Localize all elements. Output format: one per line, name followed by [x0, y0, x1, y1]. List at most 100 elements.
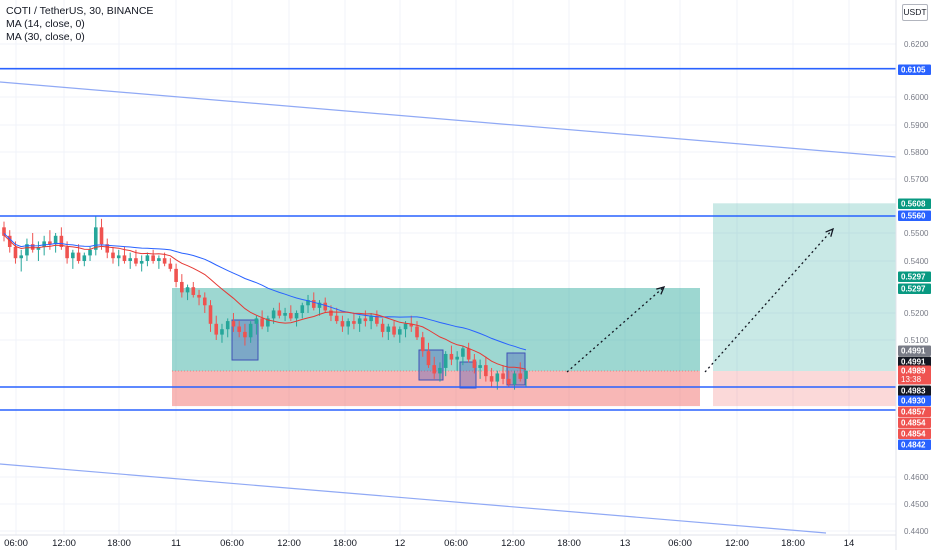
price-label-text: 0.4989 [901, 367, 926, 376]
long-position-1-stop-zone [172, 371, 700, 407]
ma30-line [3, 232, 527, 351]
highlight-box [459, 361, 477, 389]
price-label-text: 0.5608 [901, 200, 926, 209]
candle-body [506, 378, 511, 385]
candle-body [157, 258, 161, 261]
price-label-tag [898, 385, 931, 396]
candle-body [93, 227, 98, 250]
candle-body [128, 258, 132, 261]
price-tick-label: 0.4600 [904, 473, 929, 482]
candle-body [455, 356, 459, 360]
projection-arrow-1 [566, 286, 665, 373]
candle-body [271, 310, 276, 319]
price-label-text: 0.4991 [901, 358, 926, 367]
candle-body [306, 300, 310, 306]
candle-body [82, 255, 87, 261]
candle-body [375, 315, 379, 324]
candle-body [168, 263, 173, 269]
currency-button[interactable]: USDT [902, 4, 928, 21]
candle-body [380, 323, 385, 332]
price-label-tag [898, 271, 931, 282]
projection-arrowhead-1 [656, 286, 666, 295]
candle-body [392, 326, 396, 335]
price-tick-label: 0.5100 [904, 336, 929, 345]
projection-arrowhead-2 [825, 227, 834, 237]
time-tick-label: 12:00 [277, 538, 301, 549]
candle-body [518, 373, 523, 379]
time-tick-label: 14 [844, 538, 855, 549]
candle-body [323, 302, 328, 311]
candle-body [151, 255, 155, 261]
candle-body [363, 318, 368, 322]
candle-body [65, 247, 69, 259]
chart-drawings[interactable] [0, 81, 897, 534]
horizontal-levels[interactable] [0, 67, 896, 411]
price-label-tag [898, 198, 931, 209]
candle-body [36, 247, 41, 250]
price-label-text: 0.4842 [901, 441, 926, 450]
price-tick-label: 0.4400 [904, 527, 929, 536]
price-label-text: 0.4857 [901, 408, 926, 417]
candle-body [202, 297, 207, 306]
candle-body [369, 315, 373, 322]
candle-body [13, 247, 18, 259]
trend-channel-lower-line [0, 463, 827, 534]
candle-body [329, 310, 333, 316]
candle-body [225, 321, 230, 330]
candle-body [185, 287, 190, 293]
candle-body [501, 373, 505, 379]
candle-body [472, 359, 477, 368]
candle-body [346, 321, 350, 327]
candle-body [139, 261, 144, 264]
time-tick-label: 13 [620, 538, 631, 549]
chart-legend: COTI / TetherUS, 30, BINANCE MA (14, clo… [6, 5, 153, 44]
legend-symbol[interactable]: COTI / TetherUS, 30, BINANCE [6, 5, 154, 17]
candle-body [409, 323, 414, 327]
price-label-tag [898, 417, 931, 428]
time-tick-label: 06:00 [668, 538, 692, 549]
candle-body [449, 353, 454, 360]
candle-body [162, 258, 167, 264]
candle-body [300, 305, 305, 313]
candle-body [42, 241, 46, 247]
candle-body [311, 300, 316, 308]
price-tick-label: 0.4500 [904, 500, 929, 509]
price-label-tag [898, 345, 931, 356]
price-label-text: 0.4854 [901, 419, 926, 428]
legend-ma30[interactable]: MA (30, close, 0) [6, 31, 85, 43]
candle-body [317, 302, 322, 308]
price-tick-label: 0.5500 [904, 229, 929, 238]
candle-body [340, 321, 345, 327]
time-tick-label: 18:00 [107, 538, 131, 549]
candle-body [334, 315, 339, 322]
candle-body [352, 321, 356, 324]
candle-body [88, 249, 92, 256]
legend-ma14[interactable]: MA (14, close, 0) [6, 18, 85, 30]
trend-channel-upper-line [0, 81, 897, 158]
candle-body [19, 255, 24, 259]
price-tick-label: 0.5800 [904, 148, 929, 157]
candle-body [111, 252, 115, 259]
candle-body [197, 294, 201, 298]
long-position-1-target-zone [172, 288, 700, 371]
price-label-tag [898, 428, 931, 439]
price-label-tag [898, 64, 931, 75]
time-tick-label: 18:00 [333, 538, 357, 549]
price-label-tag [898, 406, 931, 417]
candle-body [283, 313, 287, 316]
candle-body [48, 241, 52, 245]
candle-body [289, 313, 293, 319]
projection-arrow-2 [704, 228, 834, 373]
candle-body [254, 318, 259, 324]
candle-body [134, 258, 138, 264]
candle-body [53, 235, 58, 245]
candle-body [145, 255, 150, 261]
candle-body [231, 321, 236, 327]
candle-body [403, 323, 408, 330]
candle-body [426, 351, 431, 366]
price-axis[interactable]: 0.6200 0.6000 0.5900 0.5800 0.5700 0.5500 0.54… [895, 0, 932, 550]
time-axis[interactable]: 06:00 12:00 18:00 11 06:00 12:00 18:00 12 06:00 1… [0, 534, 896, 549]
price-label-text: 0.5560 [901, 212, 926, 221]
price-label-text: 0.5297 [901, 285, 926, 294]
